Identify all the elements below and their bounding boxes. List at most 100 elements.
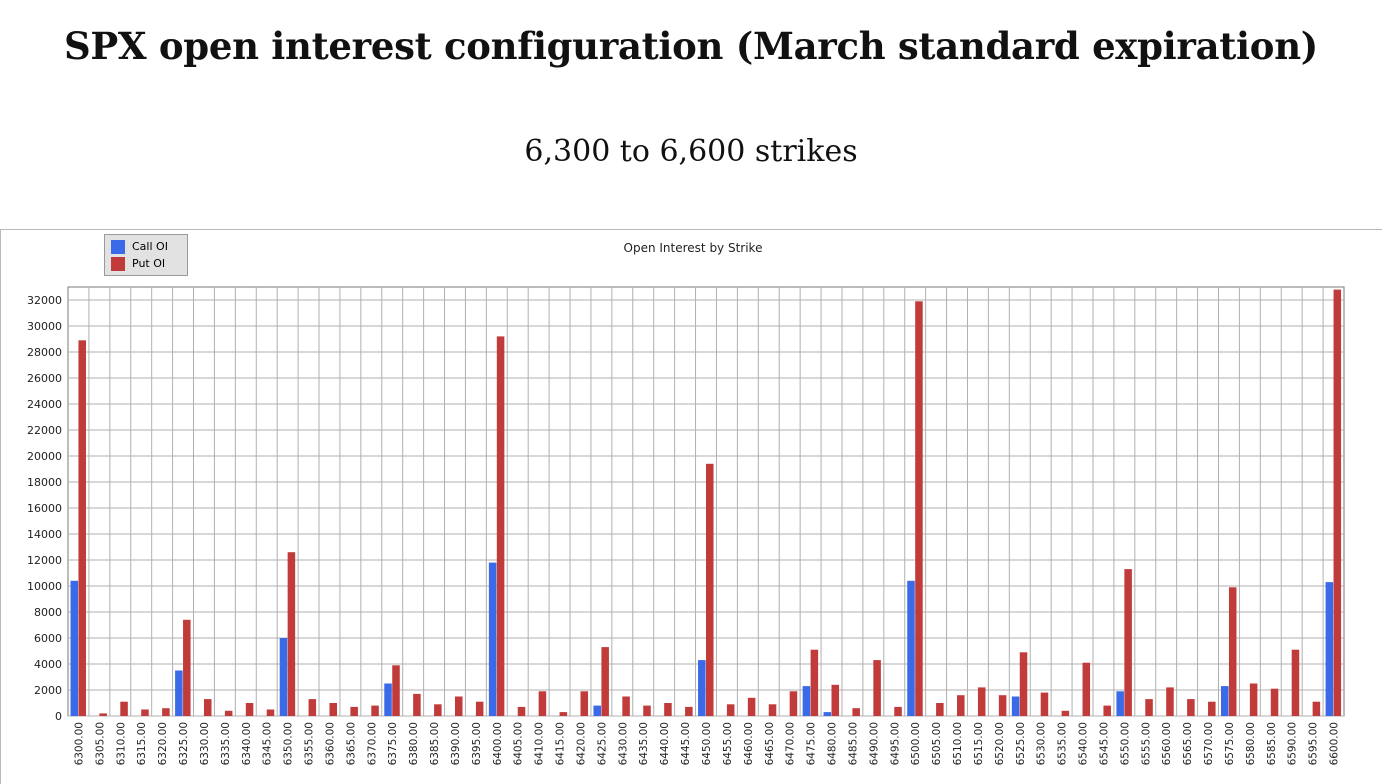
- bar-put-oi: [1019, 652, 1028, 716]
- page-title: SPX open interest configuration (March s…: [63, 24, 1318, 68]
- bar-put-oi: [936, 703, 944, 716]
- bar-put-oi: [915, 301, 923, 716]
- x-tick-label: 6500.00: [910, 722, 922, 765]
- bar-put-oi: [287, 552, 296, 716]
- bar-put-oi: [601, 647, 609, 716]
- x-tick-label: 6440.00: [659, 722, 671, 765]
- bar-put-oi: [454, 696, 463, 716]
- bar-put-oi: [1270, 688, 1279, 716]
- x-tick-label: 6320.00: [157, 722, 169, 765]
- bar-put-oi: [350, 706, 358, 716]
- bar-call-oi: [488, 562, 497, 716]
- x-tick-label: 6585.00: [1266, 722, 1278, 765]
- x-tick-label: 6390.00: [450, 722, 462, 765]
- x-tick-label: 6375.00: [387, 722, 399, 765]
- x-tick-label: 6300.00: [73, 722, 85, 765]
- x-tick-label: 6350.00: [283, 722, 295, 765]
- bar-put-oi: [1040, 692, 1049, 716]
- bar-put-oi: [685, 706, 693, 716]
- y-tick-label: 28000: [27, 346, 62, 359]
- bar-put-oi: [831, 684, 840, 716]
- x-tick-label: 6545.00: [1098, 722, 1110, 765]
- bar-put-oi: [162, 708, 170, 716]
- x-tick-label: 6410.00: [534, 722, 546, 765]
- x-tick-label: 6540.00: [1078, 722, 1090, 765]
- x-tick-label: 6420.00: [575, 722, 587, 765]
- x-tick-label: 6505.00: [931, 722, 943, 765]
- x-tick-label: 6400.00: [492, 722, 504, 765]
- x-tick-label: 6370.00: [366, 722, 378, 765]
- bar-put-oi: [266, 709, 275, 716]
- x-tick-label: 6520.00: [994, 722, 1006, 765]
- bar-put-oi: [747, 697, 756, 716]
- x-tick-label: 6495.00: [889, 722, 901, 765]
- bar-put-oi: [517, 706, 526, 716]
- oi-bar-chart: 0 2000 4000 6000 8000 10000 12000 14000 16000 180…: [27, 286, 1345, 765]
- bar-put-oi: [99, 713, 107, 716]
- x-tick-label: 6445.00: [680, 722, 692, 765]
- bar-put-oi: [1228, 587, 1237, 716]
- y-tick-label: 10000: [27, 580, 62, 593]
- x-tick-label: 6490.00: [868, 722, 880, 765]
- x-tick-label: 6530.00: [1036, 722, 1048, 765]
- x-tick-label: 6330.00: [199, 722, 211, 765]
- bar-put-oi: [768, 704, 777, 716]
- bar-call-oi: [70, 580, 79, 716]
- y-tick-label: 8000: [34, 606, 62, 619]
- x-tick-label: 6415.00: [555, 722, 567, 765]
- y-tick-label: 12000: [27, 554, 62, 567]
- bar-put-oi: [224, 710, 233, 716]
- bar-call-oi: [1221, 686, 1229, 716]
- x-tick-label: 6455.00: [722, 722, 734, 765]
- bar-put-oi: [810, 649, 819, 716]
- y-tick-label: 26000: [27, 372, 62, 385]
- bar-put-oi: [538, 691, 547, 716]
- legend-item-call: Call OI: [111, 238, 187, 255]
- x-tick-label: 6450.00: [701, 722, 713, 765]
- bar-call-oi: [593, 705, 601, 716]
- legend-swatch-put: [111, 256, 125, 271]
- x-tick-label: 6335.00: [220, 722, 232, 765]
- x-tick-label: 6565.00: [1182, 722, 1194, 765]
- x-tick-label: 6315.00: [136, 722, 148, 765]
- bar-put-oi: [852, 708, 860, 716]
- x-tick-label: 6510.00: [952, 722, 964, 765]
- x-tick-label: 6600.00: [1329, 722, 1341, 765]
- bar-put-oi: [726, 704, 735, 716]
- x-tick-label: 6430.00: [617, 722, 629, 765]
- bar-put-oi: [1103, 705, 1111, 716]
- chart-title: Open Interest by Strike: [623, 241, 763, 255]
- y-tick-label: 16000: [27, 502, 62, 515]
- bar-put-oi: [475, 701, 484, 716]
- bar-put-oi: [245, 703, 254, 716]
- x-tick-label: 6480.00: [827, 722, 839, 765]
- x-tick-label: 6380.00: [408, 722, 420, 765]
- x-tick-label: 6535.00: [1057, 722, 1069, 765]
- y-tick-label: 14000: [27, 528, 62, 541]
- y-tick-label: 24000: [27, 398, 62, 411]
- bar-put-oi: [1124, 569, 1132, 716]
- y-tick-label: 22000: [27, 424, 62, 437]
- x-tick-label: 6570.00: [1203, 722, 1215, 765]
- bar-put-oi: [120, 701, 128, 716]
- y-tick-label: 4000: [34, 658, 62, 671]
- x-tick-label: 6470.00: [785, 722, 797, 765]
- y-tick-label: 30000: [27, 320, 62, 333]
- bar-put-oi: [1082, 662, 1091, 716]
- chart-bars: [70, 289, 1342, 716]
- x-tick-label: 6425.00: [596, 722, 608, 765]
- bar-put-oi: [141, 709, 149, 716]
- x-tick-label: 6580.00: [1245, 722, 1257, 765]
- y-tick-label: 6000: [34, 632, 62, 645]
- bar-call-oi: [1325, 582, 1334, 716]
- x-tick-label: 6405.00: [513, 722, 525, 765]
- bar-put-oi: [1166, 687, 1174, 716]
- x-tick-label: 6310.00: [115, 722, 127, 765]
- bar-call-oi: [802, 686, 811, 716]
- bar-put-oi: [413, 693, 421, 716]
- legend-label-call: Call OI: [132, 240, 168, 253]
- bar-put-oi: [392, 665, 400, 716]
- bar-put-oi: [894, 706, 902, 716]
- bar-put-oi: [496, 336, 505, 716]
- bar-put-oi: [706, 463, 714, 716]
